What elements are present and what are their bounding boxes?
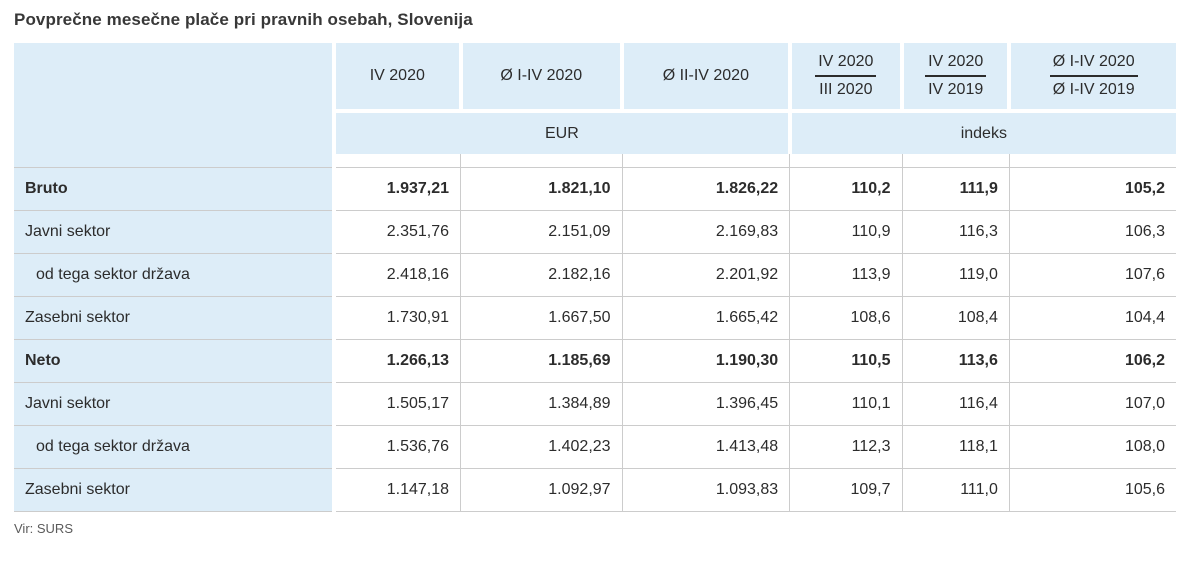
value-cell: 104,4 <box>1008 295 1176 339</box>
value-cell: 1.821,10 <box>460 166 623 210</box>
ratio-fraction: IV 2020 IV 2019 <box>925 52 987 101</box>
ratio-denominator: IV 2019 <box>928 80 984 98</box>
value-cell: 116,4 <box>901 381 1010 425</box>
column-header-iv-2020: IV 2020 <box>332 43 461 113</box>
unit-header-indeks: indeks <box>787 111 1176 154</box>
value-cell: 1.185,69 <box>460 338 623 382</box>
value-cell: 108,0 <box>1008 424 1176 468</box>
ratio-fraction: Ø I-IV 2020 Ø I-IV 2019 <box>1049 52 1138 101</box>
value-cell: 1.147,18 <box>332 467 461 512</box>
value-cell: 110,1 <box>789 381 902 425</box>
value-cell: 1.413,48 <box>621 424 790 468</box>
value-cell: 1.266,13 <box>332 338 461 382</box>
table-header: IV 2020 Ø I-IV 2020 Ø II-IV 2020 IV 2020… <box>14 43 1176 168</box>
ratio-fraction: IV 2020 III 2020 <box>815 52 877 101</box>
row-label: Javni sektor <box>14 209 335 253</box>
ratio-denominator: Ø I-IV 2019 <box>1052 80 1135 98</box>
value-cell: 110,5 <box>789 338 902 382</box>
column-header-ratio-iv2020-iv2019: IV 2020 IV 2019 <box>899 43 1010 113</box>
spacer-cell <box>789 154 902 168</box>
table-row: Zasebni sektor 1.147,18 1.092,97 1.093,83 10… <box>14 467 1176 512</box>
value-cell: 1.505,17 <box>332 381 461 425</box>
value-cell: 107,6 <box>1008 252 1176 296</box>
spacer-cell <box>332 154 461 168</box>
value-cell: 106,3 <box>1008 209 1176 253</box>
value-cell: 110,9 <box>789 209 902 253</box>
value-cell: 1.667,50 <box>460 295 623 339</box>
value-cell: 2.418,16 <box>332 252 461 296</box>
header-row-periods: IV 2020 Ø I-IV 2020 Ø II-IV 2020 IV 2020… <box>14 43 1176 168</box>
value-cell: 2.182,16 <box>460 252 623 296</box>
table-row: Zasebni sektor 1.730,91 1.667,50 1.665,42 10… <box>14 295 1176 339</box>
table-row: Javni sektor 1.505,17 1.384,89 1.396,45 110,… <box>14 381 1176 425</box>
table-body: Bruto 1.937,21 1.821,10 1.826,22 110,2 111,9 1… <box>14 166 1176 512</box>
value-cell: 2.169,83 <box>621 209 790 253</box>
value-cell: 2.351,76 <box>332 209 461 253</box>
table-row: Neto 1.266,13 1.185,69 1.190,30 110,5 113,6 10… <box>14 338 1176 382</box>
value-cell: 110,2 <box>789 166 902 210</box>
value-cell: 105,2 <box>1008 166 1176 210</box>
spacer-cell <box>901 154 1010 168</box>
value-cell: 109,7 <box>789 467 902 512</box>
value-cell: 2.151,09 <box>460 209 623 253</box>
source-note: Vir: SURS <box>14 520 73 536</box>
value-cell: 111,0 <box>901 467 1010 512</box>
salary-table: IV 2020 Ø I-IV 2020 Ø II-IV 2020 IV 2020… <box>14 43 1176 512</box>
row-label: Neto <box>14 338 335 382</box>
value-cell: 113,6 <box>901 338 1010 382</box>
value-cell: 1.730,91 <box>332 295 461 339</box>
value-cell: 111,9 <box>901 166 1010 210</box>
table-row: Javni sektor 2.351,76 2.151,09 2.169,83 110,… <box>14 209 1176 253</box>
spacer-cell <box>460 154 623 168</box>
value-cell: 113,9 <box>789 252 902 296</box>
row-label: Bruto <box>14 166 335 210</box>
row-label: Zasebni sektor <box>14 467 335 512</box>
value-cell: 118,1 <box>901 424 1010 468</box>
value-cell: 1.402,23 <box>460 424 623 468</box>
value-cell: 119,0 <box>901 252 1010 296</box>
ratio-numerator: Ø I-IV 2020 <box>1049 52 1138 77</box>
value-cell: 1.384,89 <box>460 381 623 425</box>
value-cell: 1.396,45 <box>621 381 790 425</box>
value-cell: 106,2 <box>1008 338 1176 382</box>
spacer-cell <box>621 154 790 168</box>
value-cell: 107,0 <box>1008 381 1176 425</box>
value-cell: 1.190,30 <box>621 338 790 382</box>
ratio-numerator: IV 2020 <box>925 52 987 77</box>
value-cell: 1.665,42 <box>621 295 790 339</box>
value-cell: 1.536,76 <box>332 424 461 468</box>
value-cell: 116,3 <box>901 209 1010 253</box>
value-cell: 105,6 <box>1008 467 1176 512</box>
column-header-ratio-iv2020-iii2020: IV 2020 III 2020 <box>787 43 902 113</box>
value-cell: 108,4 <box>901 295 1010 339</box>
value-cell: 1.826,22 <box>621 166 790 210</box>
value-cell: 1.937,21 <box>332 166 461 210</box>
stub-header-cell <box>14 43 335 168</box>
column-header-avg-ii-iv-2020: Ø II-IV 2020 <box>620 43 790 113</box>
ratio-numerator: IV 2020 <box>815 52 877 77</box>
ratio-denominator: III 2020 <box>819 80 873 98</box>
page-title: Povprečne mesečne plače pri pravnih oseb… <box>14 10 473 29</box>
unit-header-eur: EUR <box>332 111 790 154</box>
value-cell: 2.201,92 <box>621 252 790 296</box>
column-header-avg-i-iv-2020: Ø I-IV 2020 <box>458 43 623 113</box>
spacer-cell <box>1008 154 1176 168</box>
row-label: od tega sektor država <box>14 424 335 468</box>
row-label: od tega sektor država <box>14 252 335 296</box>
value-cell: 112,3 <box>789 424 902 468</box>
row-label: Javni sektor <box>14 381 335 425</box>
row-label: Zasebni sektor <box>14 295 335 339</box>
value-cell: 1.092,97 <box>460 467 623 512</box>
value-cell: 1.093,83 <box>621 467 790 512</box>
header-row-units: EUR indeks <box>14 111 1176 154</box>
table-row: od tega sektor država 2.418,16 2.182,16 2.2… <box>14 252 1176 296</box>
table-row: Bruto 1.937,21 1.821,10 1.826,22 110,2 111,9 1… <box>14 166 1176 210</box>
value-cell: 108,6 <box>789 295 902 339</box>
table-row: od tega sektor država 1.536,76 1.402,23 1.4… <box>14 424 1176 468</box>
column-header-ratio-avg2020-avg2019: Ø I-IV 2020 Ø I-IV 2019 <box>1007 43 1176 113</box>
